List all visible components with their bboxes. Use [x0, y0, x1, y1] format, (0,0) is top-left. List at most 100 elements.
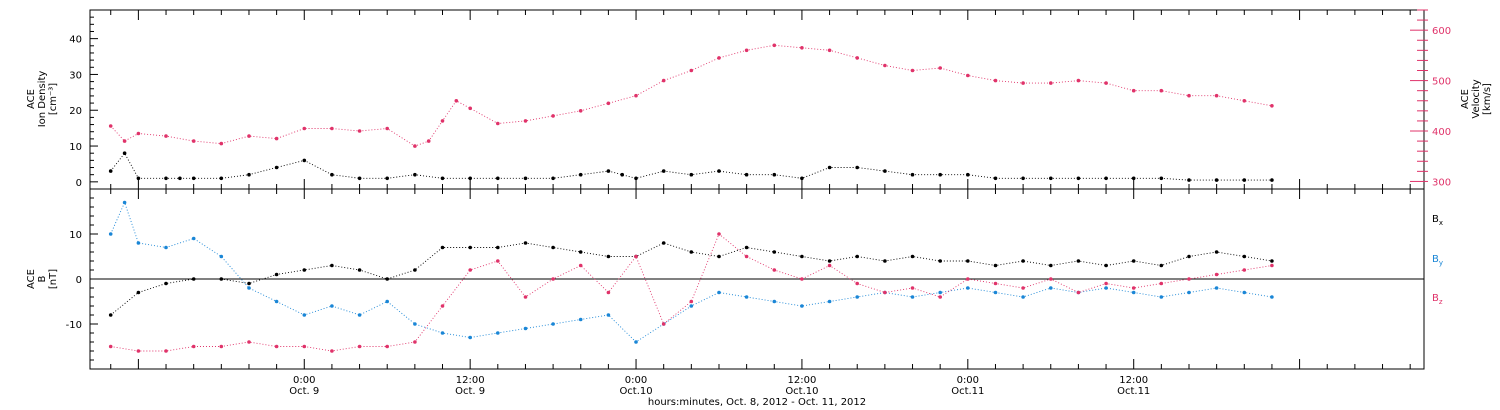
top-left-tick-label: 30 — [69, 70, 82, 81]
by-point — [606, 313, 611, 317]
ion-density-point — [620, 172, 624, 177]
ion-density-point — [178, 176, 182, 181]
velocity-point — [1270, 104, 1274, 108]
top-right-ylabel-line1: ACE — [1460, 89, 1471, 109]
ion-density-line — [110, 152, 1272, 181]
bx-point — [827, 259, 832, 263]
x-axis-label: hours:minutes, Oct. 8, 2012 - Oct. 11, 2… — [648, 397, 866, 408]
velocity-point — [606, 101, 611, 106]
legend-by: By — [1432, 254, 1443, 267]
bz-point — [689, 299, 694, 304]
velocity-point — [219, 141, 224, 146]
bx-point — [772, 250, 777, 254]
velocity-point — [551, 114, 555, 118]
by-point — [800, 304, 804, 308]
by-point — [274, 299, 279, 304]
bottom-ylabel-line2: B — [37, 275, 48, 282]
x-tick-time-label: 0:00 — [293, 375, 315, 386]
bz-point — [938, 295, 942, 299]
bx-point — [717, 254, 721, 259]
ion-density-point — [551, 176, 555, 181]
bz-point — [800, 277, 804, 281]
by-point — [910, 295, 915, 299]
velocity-point — [247, 134, 251, 138]
bx-point — [1214, 250, 1219, 254]
bottom-tick-label: 10 — [69, 230, 82, 241]
bz-point — [1076, 290, 1081, 295]
top-right-ylabel: ACE Velocity [km/s] — [1460, 79, 1493, 118]
ion-density-point — [883, 169, 887, 173]
top-right-ylabel-line3: [km/s] — [1482, 83, 1493, 115]
top-right-ylabel-line2: Velocity — [1471, 79, 1482, 118]
ion-density-point — [827, 165, 832, 170]
top-panel-ticks: 0 10 20 30 40 300 400 500 600 — [69, 9, 1451, 189]
by-point — [966, 286, 970, 290]
bz-point — [164, 349, 168, 353]
ion-density-point — [800, 176, 804, 181]
bx-point — [1242, 254, 1247, 259]
by-point — [1242, 290, 1247, 295]
bz-point — [357, 344, 362, 349]
bz-point — [136, 349, 141, 353]
x-tick-time-label: 0:00 — [957, 375, 979, 386]
x-tick-date-label: Oct. 9 — [455, 386, 485, 397]
bz-point — [274, 344, 279, 349]
ion-density-point — [1214, 178, 1219, 182]
bz-line — [110, 233, 1272, 352]
x-tick-date-label: Oct.11 — [951, 386, 984, 397]
velocity-point — [1187, 93, 1191, 98]
by-point — [330, 304, 334, 308]
ion-density-point — [385, 176, 390, 181]
x-tick-time-label: 12:00 — [788, 375, 817, 386]
bz-point — [330, 349, 334, 353]
bottom-tick-label: 0 — [76, 275, 82, 286]
velocity-point — [164, 134, 168, 138]
by-point — [191, 236, 196, 241]
top-right-tick-label: 400 — [1432, 127, 1451, 138]
velocity-point — [274, 136, 279, 141]
by-point — [440, 331, 445, 335]
bx-point — [689, 250, 694, 254]
bz-point — [1242, 268, 1247, 272]
velocity-point — [689, 68, 694, 73]
by-point — [827, 299, 832, 304]
top-panel-series — [108, 43, 1274, 182]
by-point — [744, 295, 749, 299]
bottom-ylabel-line1: ACE — [26, 269, 37, 289]
ion-density-point — [578, 172, 583, 177]
by-point — [413, 322, 417, 326]
top-left-ylabel-line3: [cm⁻³] — [48, 83, 59, 115]
bx-point — [330, 263, 334, 268]
bx-point — [413, 268, 417, 272]
bx-point — [1021, 259, 1025, 263]
ion-density-point — [993, 176, 998, 181]
top-left-ylabel-line2: Ion Density — [37, 71, 48, 128]
velocity-point — [1242, 99, 1247, 103]
top-right-tick-label: 300 — [1432, 177, 1451, 188]
by-point — [993, 290, 998, 295]
by-point — [689, 304, 694, 308]
ion-density-point — [468, 176, 473, 181]
bx-point — [468, 245, 473, 250]
ion-density-point — [1076, 176, 1081, 181]
ion-density-point — [966, 172, 970, 177]
ion-density-point — [1104, 176, 1108, 181]
velocity-point — [855, 56, 859, 60]
bx-point — [440, 245, 445, 250]
velocity-point — [330, 126, 334, 131]
bz-point — [661, 322, 666, 326]
bx-point — [1159, 263, 1164, 268]
velocity-point — [1131, 88, 1136, 93]
bx-point — [551, 245, 555, 250]
bx-point — [966, 259, 970, 263]
by-point — [136, 241, 141, 245]
bz-point — [966, 277, 970, 281]
bx-point — [302, 268, 307, 272]
velocity-point — [772, 43, 777, 48]
ion-density-point — [938, 172, 942, 177]
by-point — [385, 299, 390, 304]
bz-point — [1131, 286, 1136, 290]
ion-density-point — [1242, 178, 1247, 182]
